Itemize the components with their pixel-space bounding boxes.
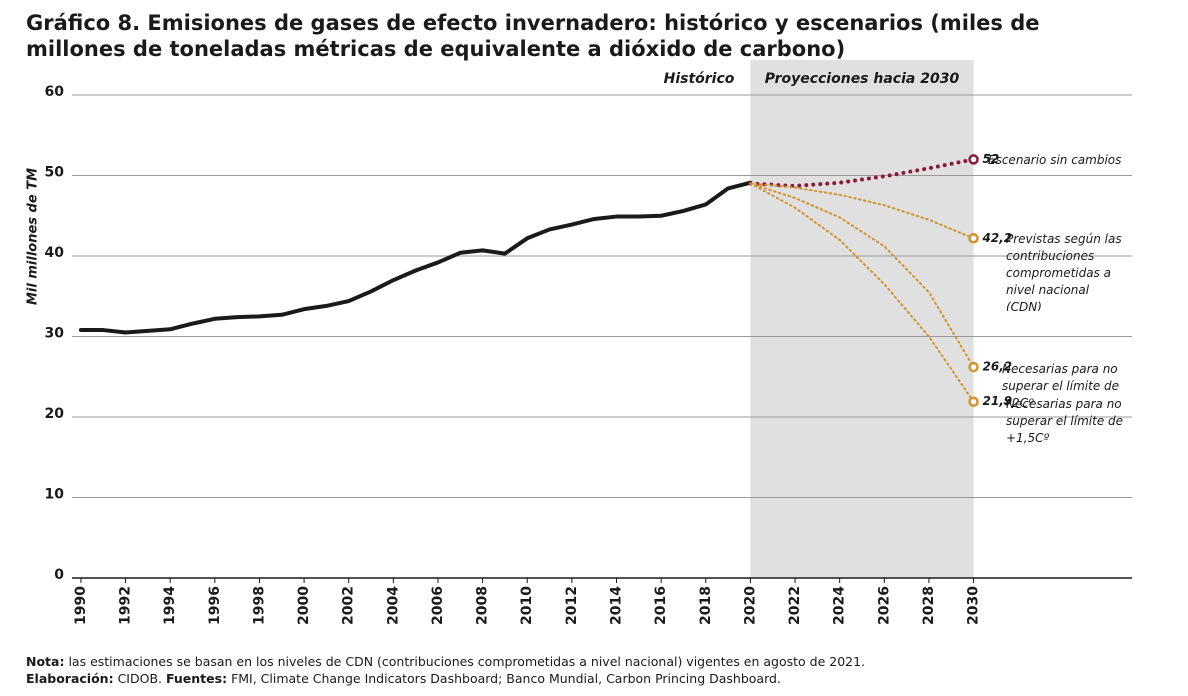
end-marker	[968, 361, 979, 373]
region-label: Proyecciones hacia 2030	[765, 71, 960, 87]
credit-label: Elaboración:	[26, 671, 114, 686]
x-tick-label: 2018	[698, 586, 714, 625]
series-name-box: Previstas según las contribuciones compr…	[1006, 232, 1122, 311]
series-name-box: Escenario sin cambios	[988, 153, 1122, 167]
x-tick-label: 2006	[430, 586, 446, 625]
credits: Elaboración: CIDOB. Fuentes: FMI, Climat…	[26, 671, 781, 686]
series-name-box: Necesarias para no superar el límite de …	[1006, 397, 1124, 445]
x-tick-label: 2030	[966, 586, 982, 625]
value-label: 26,2	[983, 360, 1013, 374]
x-tick-label: 2004	[385, 586, 401, 625]
note-label: Nota:	[26, 654, 65, 669]
chart-title: Gráfico 8. Emisiones de gases de efecto …	[26, 11, 1040, 61]
region-label: Histórico	[664, 71, 735, 87]
value-label: 21,9	[983, 394, 1013, 408]
x-tick-label: 1996	[207, 586, 223, 625]
x-tick-label: 2020	[742, 586, 758, 625]
history-line	[78, 180, 753, 335]
y-axis-label: Mil millones de TM	[26, 168, 41, 305]
scenario-line	[749, 182, 975, 403]
x-tick-label: 2028	[921, 586, 937, 625]
x-tick-label: 2022	[787, 586, 803, 625]
x-tick-label: 1998	[251, 586, 267, 625]
note-text: las estimaciones se basan en los niveles…	[68, 654, 866, 669]
y-tick-label: 50	[45, 165, 65, 181]
value-label: 52	[983, 152, 1000, 166]
series-name: Necesarias para no superar el límite de …	[1006, 397, 1124, 445]
y-tick-label: 20	[45, 406, 65, 422]
y-tick-label: 0	[54, 567, 64, 583]
source-label: Fuentes:	[165, 671, 228, 686]
x-tick-label: 1992	[118, 586, 134, 625]
y-tick-label: 10	[45, 487, 65, 503]
series-name: Escenario sin cambios	[988, 153, 1122, 167]
end-marker	[968, 154, 979, 165]
y-tick-label: 40	[45, 245, 65, 261]
note: Nota: las estimaciones se basan en los n…	[26, 654, 865, 669]
scenario-line	[748, 157, 976, 188]
x-tick-label: 2016	[653, 586, 669, 625]
scenario-line	[749, 182, 975, 240]
x-tick-label: 2026	[876, 586, 892, 625]
source-text: FMI, Climate Change Indicators Dashboard…	[231, 671, 781, 686]
y-tick-label: 30	[45, 326, 65, 342]
series-name: Necesarias para no superar el límite de …	[1002, 362, 1120, 410]
value-label: 42,2	[982, 231, 1013, 245]
series-name: Previstas según las contribuciones compr…	[1006, 232, 1122, 311]
y-tick-label: 60	[45, 84, 65, 100]
x-tick-label: 1990	[73, 586, 89, 625]
x-tick-label: 2024	[832, 586, 848, 625]
projection-region	[750, 60, 974, 578]
series-name-box: Necesarias para no superar el límite de …	[1002, 362, 1120, 410]
x-tick-label: 2012	[564, 586, 580, 625]
x-tick-label: 2010	[519, 586, 535, 625]
end-marker	[968, 233, 979, 244]
credit-text: CIDOB.	[117, 671, 162, 686]
end-marker	[968, 396, 979, 407]
x-tick-label: 2002	[341, 586, 357, 625]
x-tick-label: 1994	[162, 586, 178, 625]
x-tick-label: 2014	[609, 586, 625, 625]
x-tick-label: 2000	[296, 586, 312, 625]
scenario-line	[749, 182, 975, 369]
x-tick-label: 2008	[475, 586, 491, 625]
